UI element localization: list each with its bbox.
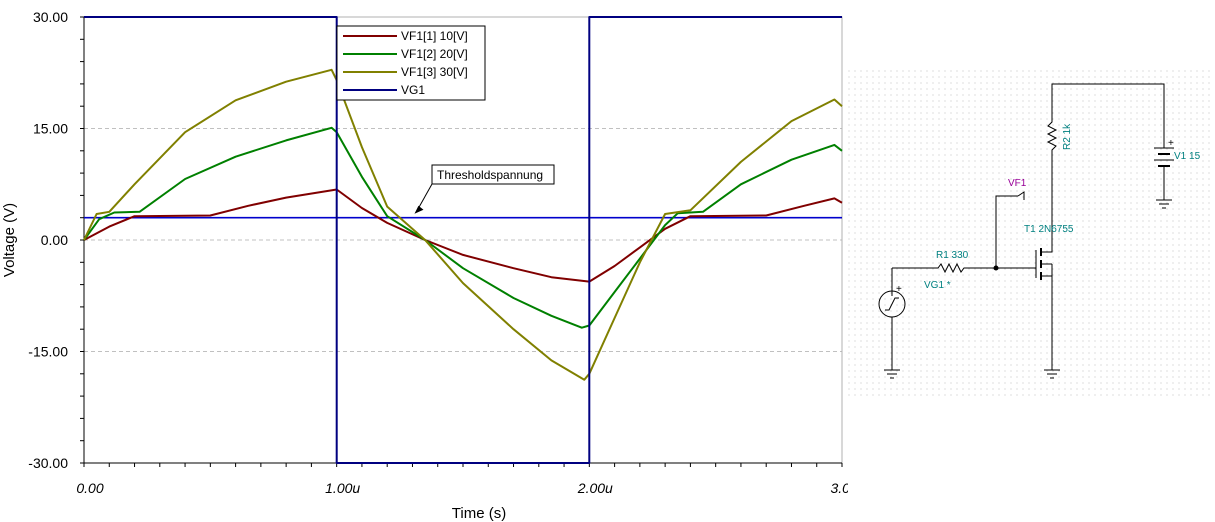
series-line-1 [83,188,843,283]
vf1-marker [1017,191,1025,200]
annotation-text: Thresholdspannung [437,168,543,182]
y-tick-label: 0.00 [41,232,68,248]
wire-vf1 [995,195,1018,268]
wire-top [1051,83,1165,134]
y-tick-label: -15.00 [28,344,68,360]
x-tick-label: 2.00u [577,480,613,496]
x-tick-label: 1.00u [325,480,360,496]
t1-label: T1 2N6755 [1024,224,1074,235]
series-line-2 [83,126,843,329]
legend-label: VF1[3] 30[V] [401,65,468,79]
wire-gate [996,264,1037,269]
vg1-label: VG1 * [924,280,951,291]
x-tick-label: 3.00u [830,480,848,496]
ground-source [1044,369,1060,379]
r1-label: R1 330 [936,250,969,261]
series-lines [83,16,843,464]
vf1-label: VF1 [1008,178,1027,189]
annotation-box [431,164,555,185]
vg1-plus: + [896,284,902,295]
tick-labels: 30.00 15.00 0.00 -15.00 -30.00 0.00 1.00u 2.00u… [28,9,848,496]
legend-label: VF1[2] 20[V] [401,47,468,61]
legend-box [336,25,486,101]
schematic-grid [848,70,1210,400]
battery-v1 [1154,134,1174,209]
junction-dot [993,265,999,271]
y-tick-label: 30.00 [33,9,68,25]
resistor-r2 [1046,118,1058,235]
series-line-4 [84,16,842,464]
legend-label: VF1[1] 10[V] [401,29,468,43]
annotation: Thresholdspannung [414,164,555,214]
transient-chart: 30.00 15.00 0.00 -15.00 -30.00 0.00 1.00u 2.00u… [1,9,848,522]
annotation-arrowhead [414,205,424,214]
legend-label: VG1 [401,83,425,97]
circuit-schematic: VF1 R1 330 VG1 * + T1 2N6755 V1 15 + R2 … [848,70,1210,400]
signal-source-vg1 [878,290,906,379]
series-line-3 [83,68,843,381]
x-tick-label: 0.00 [76,480,103,496]
v1-label: V1 15 [1174,151,1201,162]
y-tick-label: -30.00 [28,455,68,471]
legend: VF1[1] 10[V] VF1[2] 20[V] VF1[3] 30[V] VG1 [336,25,486,101]
v1-plus: + [1168,138,1174,149]
y-axis-label: Voltage (V) [1,203,18,277]
x-axis-label: Time (s) [452,505,506,522]
r2-label: R2 1k [1062,123,1073,150]
y-tick-label: 15.00 [33,121,68,137]
